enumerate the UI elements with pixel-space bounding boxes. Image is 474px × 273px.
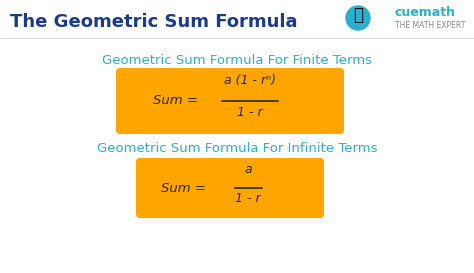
Text: Sum =: Sum =: [161, 182, 210, 194]
Text: cuemath: cuemath: [395, 7, 456, 19]
Text: THE MATH EXPERT: THE MATH EXPERT: [395, 22, 465, 31]
Text: Geometric Sum Formula For Finite Terms: Geometric Sum Formula For Finite Terms: [102, 54, 372, 67]
Text: a: a: [244, 163, 252, 176]
Text: 1 - r: 1 - r: [235, 192, 261, 205]
Text: The Geometric Sum Formula: The Geometric Sum Formula: [10, 13, 298, 31]
Text: 🚀: 🚀: [353, 6, 363, 24]
Text: 1 - r: 1 - r: [237, 106, 263, 119]
Text: Geometric Sum Formula For Infinite Terms: Geometric Sum Formula For Infinite Terms: [97, 141, 377, 155]
Text: Sum =: Sum =: [153, 94, 202, 108]
FancyBboxPatch shape: [136, 158, 324, 218]
Text: a (1 - rⁿ): a (1 - rⁿ): [224, 74, 276, 87]
Circle shape: [346, 6, 370, 30]
FancyBboxPatch shape: [116, 68, 344, 134]
